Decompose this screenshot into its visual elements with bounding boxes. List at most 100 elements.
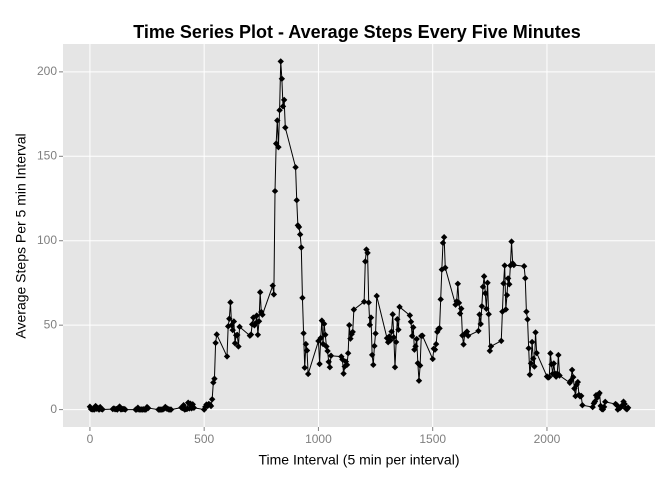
data-point: [190, 404, 198, 411]
data-point: [525, 345, 532, 352]
data-point: [483, 305, 490, 312]
data-point: [510, 261, 518, 269]
data-point: [455, 299, 463, 307]
data-point: [367, 314, 375, 321]
y-tick-label: 0: [50, 402, 57, 416]
data-point: [429, 355, 436, 363]
data-point: [530, 355, 537, 362]
data-point: [508, 238, 515, 245]
data-point: [236, 323, 243, 331]
data-point: [144, 404, 152, 412]
y-axis-label: Average Steps Per 5 min Interval: [13, 133, 29, 338]
data-point: [280, 96, 288, 104]
data-point: [419, 332, 426, 339]
data-point: [454, 280, 462, 287]
data-point: [340, 370, 347, 377]
data-point: [502, 306, 510, 313]
data-point: [574, 378, 582, 386]
data-point: [416, 362, 424, 369]
data-point: [406, 312, 414, 319]
data-point: [320, 320, 328, 328]
data-point: [479, 283, 487, 291]
data-point: [503, 291, 511, 299]
data-point: [556, 372, 563, 379]
data-point: [555, 351, 562, 359]
data-point: [180, 402, 187, 409]
data-point: [546, 373, 553, 381]
data-point: [270, 291, 278, 298]
chart-title: Time Series Plot - Average Steps Every F…: [133, 22, 581, 42]
data-point: [372, 330, 379, 337]
data-point: [366, 321, 374, 329]
data-point: [528, 338, 536, 346]
data-point: [498, 337, 505, 345]
data-point: [259, 311, 266, 318]
data-point: [482, 290, 489, 297]
y-tick-label: 100: [37, 233, 57, 247]
data-point: [292, 164, 299, 171]
y-tick-label: 50: [44, 317, 58, 331]
data-point: [344, 350, 352, 357]
data-point: [211, 375, 218, 382]
data-point: [456, 310, 464, 317]
data-point: [304, 370, 312, 378]
data-point: [394, 316, 401, 323]
data-point: [533, 349, 540, 357]
data-point: [487, 343, 495, 350]
data-point: [230, 318, 238, 325]
data-point: [415, 377, 423, 384]
data-point: [501, 262, 508, 269]
data-point: [500, 280, 507, 287]
data-point: [282, 124, 289, 131]
data-point: [460, 341, 467, 348]
data-point: [142, 406, 150, 413]
data-point: [226, 315, 233, 322]
data-point: [253, 312, 260, 319]
data-point: [317, 334, 324, 342]
data-point: [274, 117, 281, 124]
data-point: [279, 103, 287, 110]
data-point: [599, 406, 607, 413]
x-tick-label: 500: [194, 432, 214, 446]
data-point: [442, 264, 449, 271]
data-point: [277, 58, 284, 65]
data-point: [324, 347, 331, 355]
data-point: [327, 352, 335, 359]
data-point: [365, 299, 372, 306]
data-point: [316, 360, 323, 368]
data-point: [407, 318, 415, 325]
data-point: [391, 364, 399, 371]
data-point: [207, 402, 215, 410]
plot-panel: [63, 44, 655, 427]
data-point: [99, 406, 106, 413]
data-point: [347, 335, 354, 342]
data-point: [256, 289, 264, 296]
data-point: [436, 325, 443, 332]
data-point: [506, 281, 513, 288]
data-point: [295, 223, 303, 231]
data-point: [602, 398, 609, 406]
data-point: [522, 275, 529, 282]
data-point: [235, 343, 242, 350]
data-point: [122, 406, 129, 413]
data-point: [349, 328, 356, 336]
data-point: [364, 249, 371, 257]
data-point: [413, 335, 420, 343]
data-point: [362, 258, 369, 265]
data-point: [485, 310, 492, 318]
data-point: [302, 340, 310, 348]
data-point: [476, 311, 483, 318]
data-point: [231, 340, 239, 347]
data-point: [568, 366, 576, 374]
data-point: [596, 389, 603, 397]
data-point: [396, 303, 403, 311]
data-point: [275, 143, 282, 151]
data-point: [350, 306, 358, 313]
data-point: [293, 197, 300, 204]
data-point: [432, 340, 440, 348]
data-point: [389, 311, 396, 318]
data-point: [247, 331, 255, 338]
data-point: [301, 364, 308, 371]
data-point: [212, 339, 219, 347]
